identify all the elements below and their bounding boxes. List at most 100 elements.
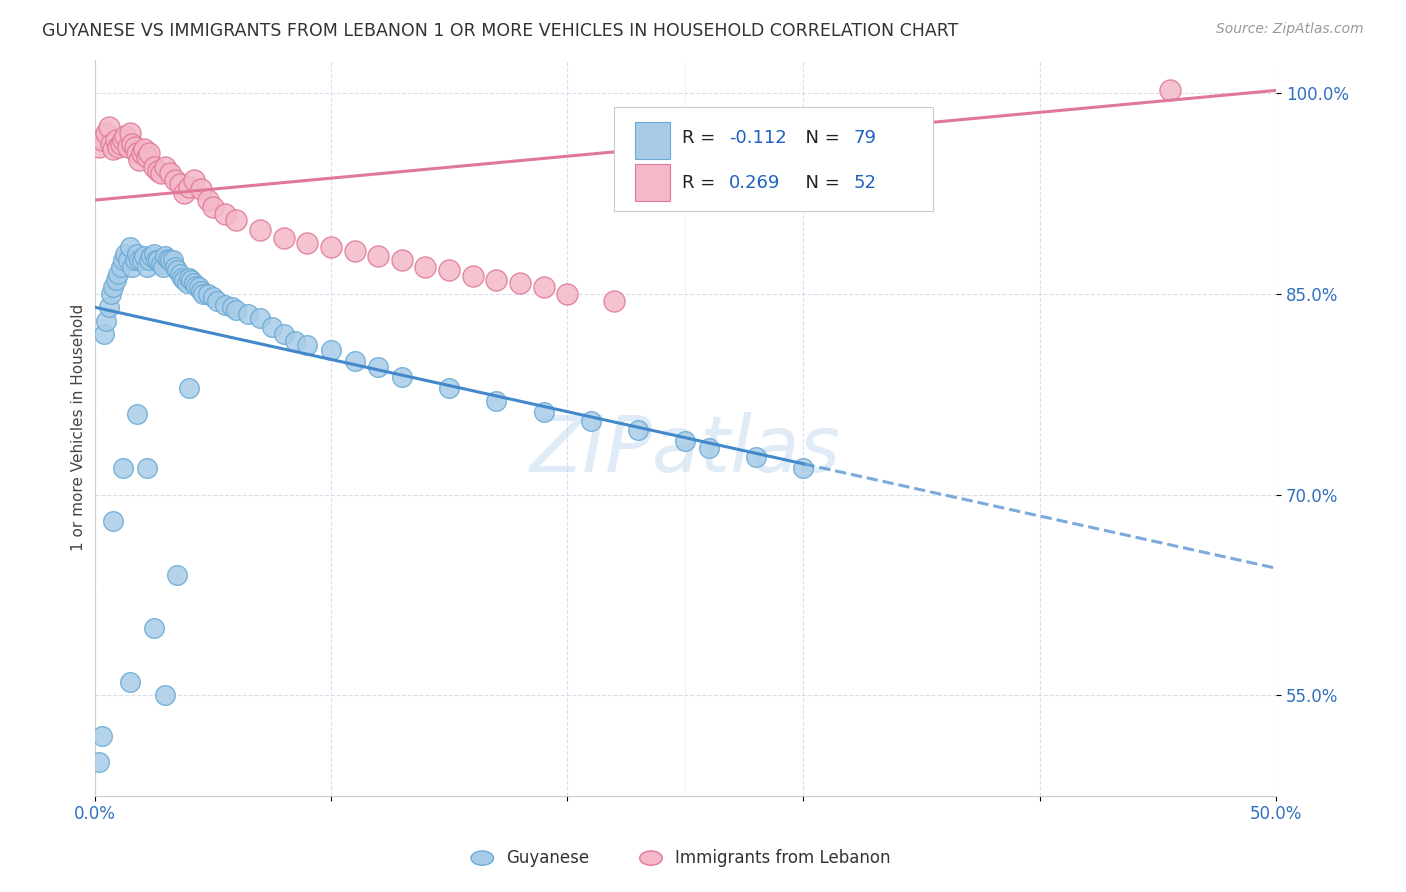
- Point: [186, 278, 208, 293]
- Point: [166, 568, 188, 582]
- Point: [156, 252, 179, 266]
- Point: [145, 253, 167, 268]
- Text: 0.269: 0.269: [730, 174, 780, 192]
- Point: [118, 240, 141, 254]
- Point: [437, 380, 460, 394]
- Point: [555, 286, 578, 301]
- Point: [343, 244, 366, 258]
- Text: N =: N =: [794, 174, 845, 192]
- Point: [697, 441, 720, 455]
- Y-axis label: 1 or more Vehicles in Household: 1 or more Vehicles in Household: [72, 304, 86, 551]
- Point: [183, 276, 205, 290]
- Point: [148, 163, 170, 178]
- Point: [155, 160, 177, 174]
- Point: [104, 133, 127, 147]
- Point: [111, 253, 134, 268]
- Point: [128, 253, 150, 268]
- Point: [603, 293, 626, 308]
- Point: [141, 249, 163, 263]
- Point: [135, 260, 157, 274]
- Point: [134, 249, 156, 263]
- Point: [149, 166, 172, 180]
- Point: [97, 120, 120, 134]
- Text: ZIPatlas: ZIPatlas: [530, 412, 841, 488]
- Point: [173, 273, 195, 287]
- Point: [273, 326, 295, 341]
- Point: [93, 326, 115, 341]
- Point: [117, 139, 139, 153]
- FancyBboxPatch shape: [614, 107, 934, 211]
- Point: [249, 310, 271, 325]
- Point: [149, 257, 172, 271]
- Point: [124, 139, 146, 153]
- Point: [297, 235, 319, 250]
- Point: [142, 160, 165, 174]
- Point: [110, 260, 132, 274]
- Point: [127, 407, 149, 421]
- Point: [148, 253, 170, 268]
- Point: [134, 142, 156, 156]
- Point: [162, 253, 184, 268]
- Point: [169, 177, 191, 191]
- Text: R =: R =: [682, 129, 721, 147]
- Point: [114, 128, 136, 143]
- Point: [155, 689, 177, 703]
- Point: [197, 286, 219, 301]
- Point: [111, 460, 134, 475]
- Point: [187, 280, 209, 294]
- Point: [121, 136, 143, 151]
- Point: [169, 267, 191, 281]
- Point: [163, 260, 186, 274]
- Point: [177, 270, 200, 285]
- Point: [135, 150, 157, 164]
- Point: [104, 273, 127, 287]
- Point: [225, 302, 247, 317]
- Point: [207, 293, 229, 308]
- Point: [391, 253, 413, 268]
- Point: [1159, 83, 1181, 97]
- Point: [135, 460, 157, 475]
- Point: [260, 320, 283, 334]
- Point: [131, 253, 153, 268]
- Point: [461, 269, 484, 284]
- Point: [183, 173, 205, 187]
- Point: [117, 253, 139, 268]
- Point: [391, 369, 413, 384]
- Point: [319, 240, 342, 254]
- Point: [415, 260, 437, 274]
- Point: [131, 146, 153, 161]
- Point: [103, 280, 125, 294]
- Point: [142, 622, 165, 636]
- Point: [89, 756, 111, 770]
- Point: [177, 380, 200, 394]
- Point: [142, 246, 165, 260]
- Point: [155, 249, 177, 263]
- Point: [97, 300, 120, 314]
- Point: [238, 307, 260, 321]
- Point: [159, 166, 181, 180]
- Point: [297, 337, 319, 351]
- Point: [100, 286, 122, 301]
- Point: [124, 253, 146, 268]
- Bar: [634, 122, 671, 159]
- Point: [190, 284, 212, 298]
- Point: [107, 267, 129, 281]
- Text: R =: R =: [682, 174, 721, 192]
- Point: [509, 276, 531, 290]
- Point: [138, 146, 160, 161]
- Point: [166, 262, 188, 277]
- Point: [367, 249, 389, 263]
- Point: [485, 393, 508, 408]
- Bar: [634, 164, 671, 201]
- Text: Immigrants from Lebanon: Immigrants from Lebanon: [675, 849, 890, 867]
- Point: [673, 434, 696, 448]
- Text: N =: N =: [794, 129, 845, 147]
- Point: [745, 450, 768, 464]
- Point: [273, 230, 295, 244]
- Point: [627, 423, 650, 437]
- Point: [170, 270, 193, 285]
- Point: [111, 133, 134, 147]
- Point: [225, 213, 247, 227]
- Point: [110, 136, 132, 151]
- Point: [89, 139, 111, 153]
